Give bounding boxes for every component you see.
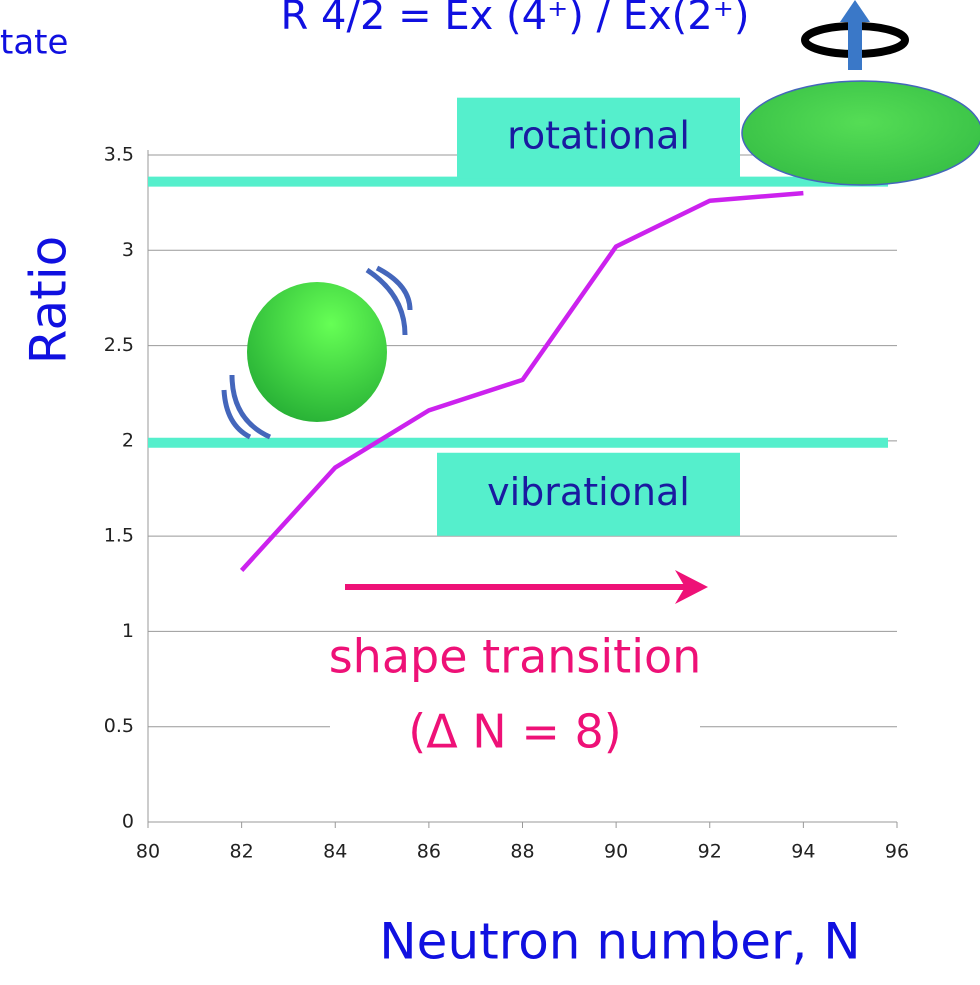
y-tick-label: 2.5 — [104, 334, 134, 356]
reference-label: vibrational — [487, 470, 690, 514]
annotation: shape transition — [329, 630, 702, 684]
page: {"chart_data": {"type": "line", "title":… — [0, 0, 980, 985]
deformed-nucleus — [742, 81, 980, 185]
x-tick-label: 90 — [604, 841, 628, 863]
y-tick-label: 1.5 — [104, 525, 134, 547]
annotation: (Δ N = 8) — [408, 705, 621, 759]
title: R 4/2 = Ex (4⁺) / Ex(2⁺) — [281, 0, 750, 39]
x-tick-label: 94 — [791, 841, 815, 863]
x-axis-label: Neutron number, N — [379, 913, 860, 971]
reference-label: rotational — [507, 114, 690, 158]
x-tick-label: 86 — [417, 841, 441, 863]
cut-text: tate — [0, 23, 68, 63]
x-tick-label: 96 — [885, 841, 909, 863]
x-tick-label: 84 — [323, 841, 347, 863]
x-tick-label: 80 — [136, 841, 160, 863]
y-tick-label: 3 — [122, 239, 134, 261]
x-tick-label: 82 — [230, 841, 254, 863]
transition-arrow — [345, 570, 708, 604]
y-tick-label: 0 — [122, 811, 134, 833]
rotation-icon — [805, 0, 905, 70]
y-tick-label: 1 — [122, 620, 134, 642]
y-tick-label: 2 — [122, 429, 134, 451]
y-tick-label: 3.5 — [104, 144, 134, 166]
chart: 0 0.5 1 1.5 2 2.5 3 3.5 80 82 84 86 88 90 92 94 96 rotat… — [0, 0, 980, 985]
x-tick-label: 88 — [510, 841, 534, 863]
spherical-nucleus — [247, 282, 387, 422]
y-axis-label: Ratio — [20, 236, 78, 364]
x-tick-label: 92 — [698, 841, 722, 863]
y-tick-label: 0.5 — [104, 715, 134, 737]
